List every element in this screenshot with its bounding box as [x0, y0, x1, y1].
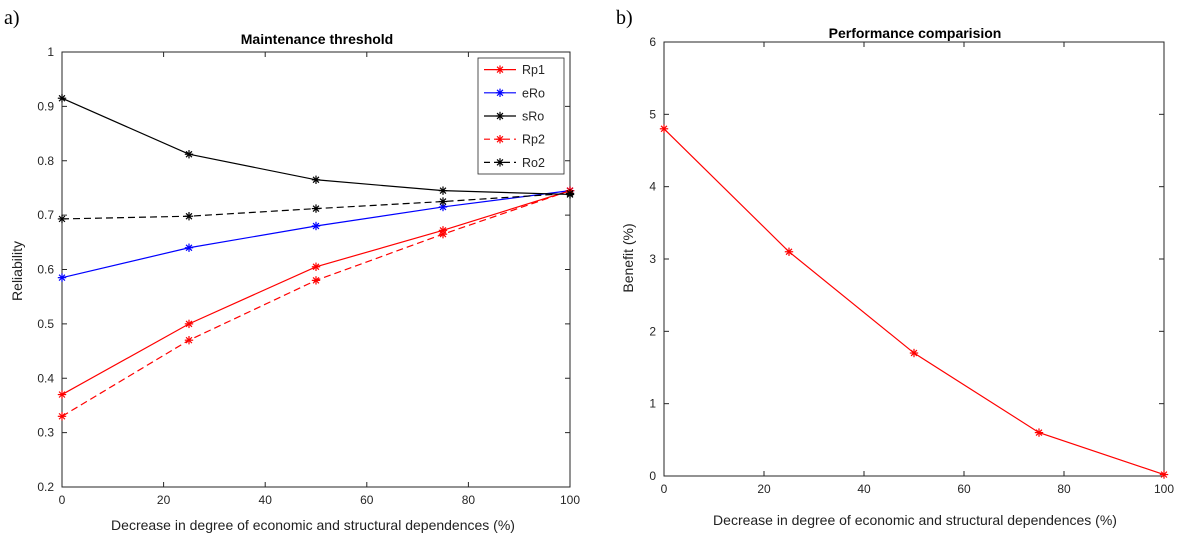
panel-b-y-tick-label: 5: [649, 107, 656, 121]
panel-a-series-ero-marker: [438, 202, 448, 212]
panel-b-title: Performance comparision: [829, 25, 1002, 41]
panel-b-letter: b): [616, 7, 633, 29]
panel-b-benefit-chart: b) Performance comparision Benefit (%) D…: [616, 7, 1174, 528]
panel-a-x-axis-label: Decrease in degree of economic and struc…: [111, 517, 515, 533]
panel-a-y-tick-label: 0.9: [37, 99, 54, 113]
panel-a-legend-entry-ro2: Ro2: [484, 156, 545, 170]
panel-a-y-axis-label: Reliability: [9, 241, 25, 301]
panel-b-y-tick-label: 1: [649, 397, 656, 411]
panel-a-x-tick-label: 40: [259, 493, 273, 507]
panel-a-series-ro2-marker: [311, 204, 321, 213]
panel-a-legend-entry-rp2-marker: [495, 135, 505, 144]
panel-a-x-tick-label: 80: [462, 493, 476, 507]
panel-b-series-benefit-marker: [784, 247, 794, 256]
panel-a-y-tick-label: 1: [47, 45, 54, 59]
panel-a-y-tick-label: 0.2: [37, 480, 54, 494]
panel-b-y-tick-label: 3: [649, 252, 656, 266]
panel-a-legend-entry-ero-label: eRo: [522, 86, 545, 100]
panel-a-legend-entry-ro2-marker: [495, 158, 505, 167]
panel-a-legend-entry-ero: eRo: [484, 86, 545, 100]
panel-b-x-tick-label: 80: [1057, 482, 1071, 496]
panel-b-series-benefit-marker: [1034, 428, 1044, 437]
panel-a-series-ero-marker: [184, 243, 194, 252]
panel-a-legend-entry-rp1: Rp1: [484, 63, 545, 77]
panel-a-y-tick-label: 0.6: [37, 263, 54, 277]
panel-a-series-rp2-marker: [438, 229, 448, 239]
panel-a-y-tick-label: 0.5: [37, 317, 54, 331]
panel-a-x-tick-label: 20: [157, 493, 171, 507]
panel-a-series-sro-marker: [184, 150, 194, 159]
panel-a-legend-entry-sro: sRo: [484, 110, 544, 124]
panel-a-legend-entry-rp2: Rp2: [484, 133, 545, 147]
panel-b-plot-area: [663, 41, 1165, 477]
panel-b-series-benefit: [659, 124, 1169, 479]
panel-a-series-ro2-marker: [57, 214, 67, 224]
panel-a-x-tick-label: 0: [59, 493, 66, 507]
panel-a-reliability-chart: a) Maintenance threshold Reliability Dec…: [4, 7, 580, 533]
panel-a-legend: Rp1 eRo sRo Rp2 Ro2: [477, 57, 565, 175]
panel-a-series-ro2: [57, 189, 575, 224]
panel-a-series-rp1-marker: [184, 319, 194, 329]
panel-a-series-rp2: [57, 186, 575, 421]
panel-b-series-benefit-marker: [1159, 470, 1169, 479]
panel-a-series-ero-marker: [311, 221, 321, 231]
panel-a-series-ro2-marker: [565, 189, 575, 198]
panel-a-series-sro-marker: [311, 175, 321, 184]
panel-a-legend-entry-sro-marker: [495, 111, 505, 121]
panel-a-legend-entry-rp2-label: Rp2: [522, 133, 545, 147]
panel-a-series-sro-marker: [438, 186, 448, 195]
panel-a-series-rp2-marker: [57, 412, 67, 421]
panel-a-series-ro2-marker: [438, 197, 448, 206]
panel-a-y-tick-label: 0.8: [37, 154, 54, 168]
panel-b-x-tick-label: 100: [1154, 482, 1174, 496]
panel-b-x-tick-label: 60: [957, 482, 971, 496]
panel-b-x-tick-label: 20: [757, 482, 771, 496]
panel-a-y-tick-label: 0.7: [37, 208, 54, 222]
panel-a-series-ro2-marker: [184, 212, 194, 221]
panel-b-y-tick-label: 6: [649, 35, 656, 49]
panel-b-y-tick-label: 4: [649, 180, 656, 194]
panel-b-y-axis-label: Benefit (%): [620, 223, 636, 292]
panel-a-legend-entry-ero-marker: [495, 88, 505, 97]
panel-a-series-rp2-marker: [184, 335, 194, 345]
panel-a-series-rp2-marker: [311, 276, 321, 285]
panel-a-series-rp1-marker: [311, 262, 321, 271]
panel-a-series-rp1-marker: [57, 390, 67, 399]
panel-a-x-tick-label: 100: [560, 493, 580, 507]
panel-a-y-tick-label: 0.3: [37, 426, 54, 440]
panel-b-y-tick-label: 0: [649, 469, 656, 483]
panel-a-legend-entry-rp1-marker: [495, 65, 505, 74]
panel-b-x-axis-label: Decrease in degree of economic and struc…: [713, 512, 1117, 528]
panel-a-series-sro-marker: [57, 94, 67, 103]
panel-a-title: Maintenance threshold: [241, 31, 393, 47]
panel-b-x-tick-label: 40: [857, 482, 871, 496]
panel-a-series-ero-marker: [57, 273, 67, 282]
panel-b-y-tick-label: 2: [649, 324, 656, 338]
panel-a-legend-entry-ro2-label: Ro2: [522, 156, 545, 170]
panel-a-x-tick-label: 60: [360, 493, 374, 507]
panel-a-y-tick-label: 0.4: [37, 371, 54, 385]
panel-a-letter: a): [4, 7, 20, 29]
panel-b-series-benefit-marker: [659, 124, 669, 133]
panel-b-x-tick-label: 0: [661, 482, 668, 496]
panel-a-legend-entry-sro-label: sRo: [522, 110, 544, 124]
panel-b-series-benefit-marker: [909, 348, 919, 358]
panel-a-legend-entry-rp1-label: Rp1: [522, 63, 545, 77]
